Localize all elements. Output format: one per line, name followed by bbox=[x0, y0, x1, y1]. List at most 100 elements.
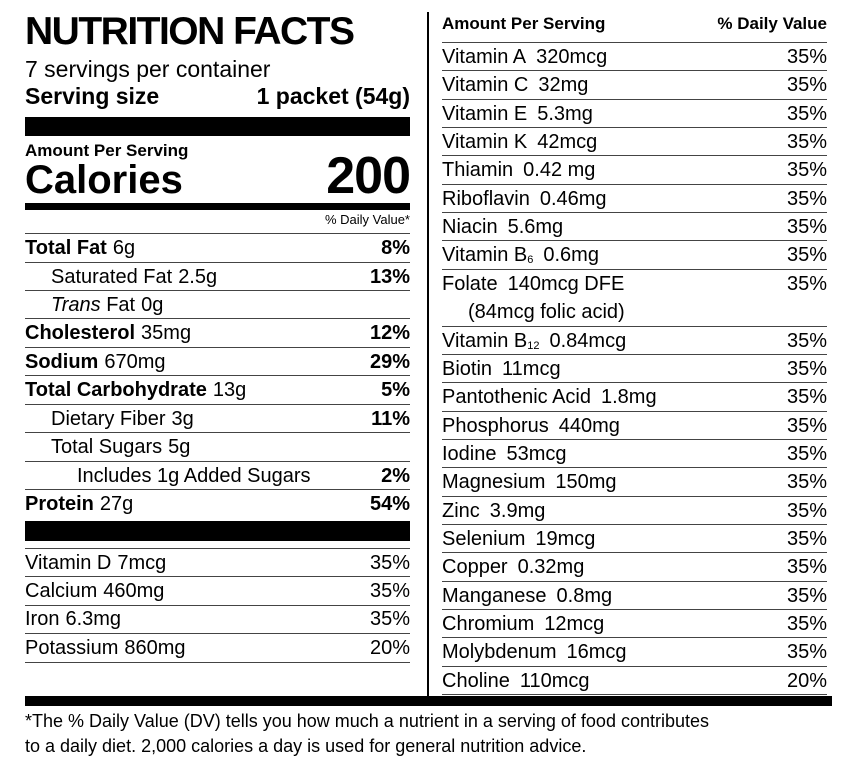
nutrient-row: Vitamin E 5.3mg 35% bbox=[442, 98, 827, 128]
nutrient-row: Trans Fat 0g bbox=[25, 290, 410, 319]
column-divider bbox=[427, 12, 429, 696]
nutrient-line: Chromium 12mcg bbox=[442, 610, 604, 638]
nutrient-name: Magnesium bbox=[442, 471, 546, 494]
nutrient-label: Riboflavin 0.46mg bbox=[442, 185, 607, 213]
nutrient-line: Molybdenum 16mcg bbox=[442, 638, 627, 666]
header-amount: Amount Per Serving bbox=[442, 14, 606, 33]
nutrient-amount: 3g bbox=[171, 407, 194, 430]
nutrient-dv: 29% bbox=[369, 350, 410, 373]
nutrient-subscript: 12 bbox=[527, 339, 540, 352]
nutrient-name: Cholesterol bbox=[25, 321, 136, 344]
nutrient-amount: 5.6mg bbox=[507, 216, 564, 239]
nutrient-amount: 320mcg bbox=[536, 46, 608, 68]
nutrient-name: Vitamin K bbox=[442, 131, 528, 154]
nutrient-name: Thiamin bbox=[442, 159, 514, 182]
vitamin-name: Vitamin D bbox=[25, 551, 112, 574]
vitamin-row: Calcium 460mg 35% bbox=[25, 576, 410, 605]
nutrient-row: Vitamin A 320mcg 35% bbox=[442, 42, 827, 70]
nutrient-amount: 12mcg bbox=[544, 613, 605, 635]
serving-size: Serving size 1 packet (54g) bbox=[25, 83, 410, 110]
vitamin-dv: 20% bbox=[369, 636, 410, 659]
nutrient-row: Vitamin K 42mcg 35% bbox=[442, 127, 827, 155]
nutrient-label: Selenium 19mcg bbox=[442, 525, 595, 553]
nutrient-name: Biotin bbox=[442, 357, 493, 380]
nutrient-amount: 0.8mg bbox=[556, 584, 613, 607]
nutrient-name: Total Fat bbox=[25, 236, 107, 259]
nutrient-dv: 35% bbox=[786, 46, 827, 68]
nutrient-line: Vitamin E 5.3mg bbox=[442, 100, 593, 128]
nutrient-label: Biotin 11mcg bbox=[442, 355, 561, 383]
nutrient-line: Pantothenic Acid 1.8mg bbox=[442, 383, 657, 411]
nutrient-row: Includes 1g Added Sugars 2% bbox=[25, 461, 410, 490]
nutrient-row: Molybdenum 16mcg 35% bbox=[442, 637, 827, 665]
nutrient-line: Vitamin B12 0.84mcg bbox=[442, 327, 626, 360]
nutrient-line: Folate 140mcg DFE bbox=[442, 270, 625, 298]
serving-size-value: 1 packet (54g) bbox=[256, 83, 410, 109]
nutrient-label: Vitamin C 32mg bbox=[442, 71, 588, 99]
calories-value: 200 bbox=[326, 147, 411, 205]
nutrient-name: Vitamin C bbox=[442, 74, 529, 97]
nutrient-label: Folate 140mcg DFE (84mcg folic acid) bbox=[442, 270, 625, 326]
nutrient-name: Vitamin A bbox=[442, 46, 527, 68]
nutrient-label: Vitamin B6 0.6mg bbox=[442, 241, 599, 274]
nutrient-name: Folate bbox=[442, 272, 498, 295]
vitamin-label: Vitamin D 7mcg bbox=[25, 552, 166, 575]
footnote-line: to a daily diet. 2,000 calories a day is… bbox=[25, 736, 587, 756]
nutrient-row: Dietary Fiber 3g 11% bbox=[25, 404, 410, 433]
nutrient-line: Phosphorus 440mg bbox=[442, 412, 620, 440]
nutrient-label: Phosphorus 440mg bbox=[442, 412, 620, 440]
nutrient-name: Total Sugars bbox=[51, 435, 163, 458]
footnote-line: *The % Daily Value (DV) tells you how mu… bbox=[25, 711, 709, 731]
nutrient-subscript: 6 bbox=[527, 254, 534, 267]
calories-label: Calories bbox=[25, 158, 183, 202]
nutrient-amount: 0g bbox=[141, 293, 164, 316]
nutrient-row: Choline 110mcg 20% bbox=[442, 665, 827, 696]
nutrient-name: Manganese bbox=[442, 584, 547, 607]
nutrient-dv: 35% bbox=[786, 527, 827, 550]
nutrient-name: Riboflavin bbox=[442, 187, 530, 210]
nutrient-amount: 3.9mg bbox=[489, 499, 546, 522]
nutrient-dv: 35% bbox=[786, 386, 827, 409]
nutrient-dv: 35% bbox=[786, 244, 827, 267]
nutrient-row: Magnesium 150mg 35% bbox=[442, 467, 827, 495]
nutrient-name: Total Carbohydrate bbox=[25, 378, 207, 401]
nutrient-amount: 19mcg bbox=[535, 527, 596, 550]
nutrient-name: Dietary Fiber bbox=[51, 407, 166, 430]
vitamin-label: Calcium 460mg bbox=[25, 580, 164, 603]
vitamin-row: Iron 6.3mg 35% bbox=[25, 604, 410, 634]
nutrient-row: Saturated Fat 2.5g 13% bbox=[25, 262, 410, 291]
nutrient-name: Saturated Fat bbox=[51, 265, 173, 288]
nutrient-name: Molybdenum bbox=[442, 641, 557, 664]
nutrient-dv: 35% bbox=[786, 442, 827, 465]
nutrient-row: Biotin 11mcg 35% bbox=[442, 353, 827, 383]
nutrient-amount: 35mg bbox=[141, 321, 192, 344]
thick-bar bbox=[25, 117, 410, 136]
vitamin-row: Potassium 860mg 20% bbox=[25, 633, 410, 664]
nutrient-name: Fat bbox=[106, 293, 136, 316]
nutrient-dv: 54% bbox=[369, 492, 410, 515]
vitamin-amount: 460mg bbox=[103, 579, 165, 602]
servings: 7 servings per container bbox=[25, 56, 271, 82]
nutrient-name: Pantothenic Acid bbox=[442, 386, 591, 409]
nutrient-label: Manganese 0.8mg bbox=[442, 582, 612, 610]
nutrient-row: Iodine 53mcg 35% bbox=[442, 438, 827, 467]
nutrient-dv: 35% bbox=[786, 272, 827, 295]
nutrient-row: Total Sugars 5g bbox=[25, 432, 410, 461]
title: NUTRITION FACTS bbox=[25, 10, 355, 53]
nutrient-name: Chromium bbox=[442, 613, 535, 635]
nutrient-line: Biotin 11mcg bbox=[442, 355, 561, 383]
nutrient-label: Copper 0.32mg bbox=[442, 553, 584, 581]
nutrient-row: Copper 0.32mg 35% bbox=[442, 552, 827, 580]
thick-bar bbox=[25, 521, 410, 541]
nutrient-dv: 35% bbox=[786, 187, 827, 210]
nutrient-name: Vitamin E bbox=[442, 102, 528, 125]
nutrient-label: Molybdenum 16mcg bbox=[442, 638, 627, 666]
nutrient-line: Vitamin C 32mg bbox=[442, 71, 588, 99]
nutrient-amount: 0.46mg bbox=[539, 187, 607, 210]
nutrient-dv: 20% bbox=[786, 669, 827, 692]
nutrient-name: Zinc bbox=[442, 499, 480, 522]
nutrient-row: Sodium 670mg 29% bbox=[25, 347, 410, 376]
nutrient-note: (84mcg folic acid) bbox=[468, 300, 625, 323]
nutrient-row: Thiamin 0.42 mg 35% bbox=[442, 155, 827, 183]
nutrient-line: Choline 110mcg bbox=[442, 667, 590, 695]
